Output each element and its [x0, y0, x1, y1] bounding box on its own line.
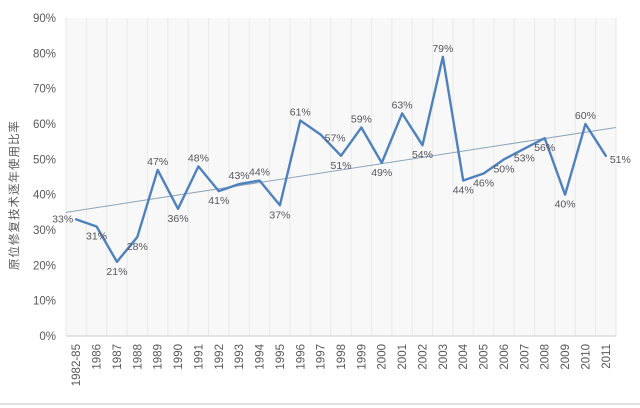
data-label: 47% [147, 156, 168, 168]
data-series-line [74, 55, 608, 263]
data-label: 49% [371, 167, 392, 179]
data-label: 60% [575, 110, 596, 122]
data-label: 31% [86, 230, 107, 242]
x-tick-label: 2008 [540, 344, 552, 370]
x-tick-label: 1998 [336, 344, 348, 370]
y-tick-label: 0% [39, 331, 56, 343]
data-label: 51% [610, 154, 631, 166]
data-label: 59% [351, 114, 372, 126]
x-tick-label: 1995 [275, 344, 287, 370]
x-tick-label: 1988 [132, 344, 144, 370]
plot-area [66, 18, 616, 336]
x-tick-label: 1999 [356, 344, 368, 370]
x-tick-label: 1987 [112, 344, 124, 370]
x-tick-label: 1996 [295, 344, 307, 370]
y-tick-label: 60% [33, 119, 56, 131]
data-label: 36% [168, 213, 189, 225]
data-label: 53% [514, 153, 535, 165]
data-label: 44% [249, 167, 270, 179]
y-tick-label: 70% [33, 84, 56, 96]
y-tick-label: 40% [33, 190, 56, 202]
x-tick-label: 2002 [417, 344, 429, 370]
data-label: 43% [229, 170, 250, 182]
x-tick-label: 2004 [458, 343, 470, 369]
y-tick-label: 90% [33, 13, 56, 25]
x-tick-label: 1986 [92, 344, 104, 370]
x-tick-label: 1991 [193, 344, 205, 370]
x-tick-label: 1997 [316, 344, 328, 370]
x-tick-label: 1990 [173, 344, 185, 370]
x-tick-label: 2001 [397, 344, 409, 370]
y-tick-label: 80% [33, 48, 56, 60]
x-tick-label: 2010 [580, 344, 592, 370]
data-label: 46% [473, 177, 494, 189]
x-tick-label: 2000 [377, 344, 389, 370]
x-tick-label: 1993 [234, 344, 246, 370]
data-label: 21% [106, 266, 127, 278]
y-tick-label: 20% [33, 260, 56, 272]
data-label: 54% [412, 149, 433, 161]
x-tick-label: 2007 [519, 344, 531, 370]
x-tick-label: 2003 [438, 344, 450, 370]
data-label: 48% [188, 152, 209, 164]
x-tick-label: 2009 [560, 344, 572, 370]
trendline [65, 127, 617, 213]
data-label: 56% [534, 142, 555, 154]
y-tick-label: 30% [33, 225, 56, 237]
y-tick-label: 50% [33, 154, 56, 166]
data-label: 79% [432, 43, 453, 55]
x-tick-label: 1989 [153, 344, 165, 370]
data-label: 51% [330, 160, 351, 172]
x-tick-label: 1982-85 [71, 344, 83, 386]
data-label: 28% [127, 241, 148, 253]
data-label: 44% [453, 185, 474, 197]
data-label: 50% [493, 163, 514, 175]
data-label: 63% [392, 99, 413, 111]
data-label: 37% [269, 209, 290, 221]
data-label: 57% [325, 133, 346, 145]
x-tick-label: 2011 [601, 344, 613, 369]
data-label: 61% [290, 106, 311, 118]
data-label: 41% [208, 195, 229, 207]
y-tick-label: 10% [33, 296, 56, 308]
data-label: 33% [52, 213, 73, 225]
data-label: 40% [555, 199, 576, 211]
x-tick-label: 1994 [255, 343, 267, 369]
image-bottom-border [0, 403, 640, 405]
x-tick-label: 1992 [214, 344, 226, 370]
x-tick-label: 2005 [479, 344, 491, 370]
x-tick-label: 2006 [499, 344, 511, 370]
